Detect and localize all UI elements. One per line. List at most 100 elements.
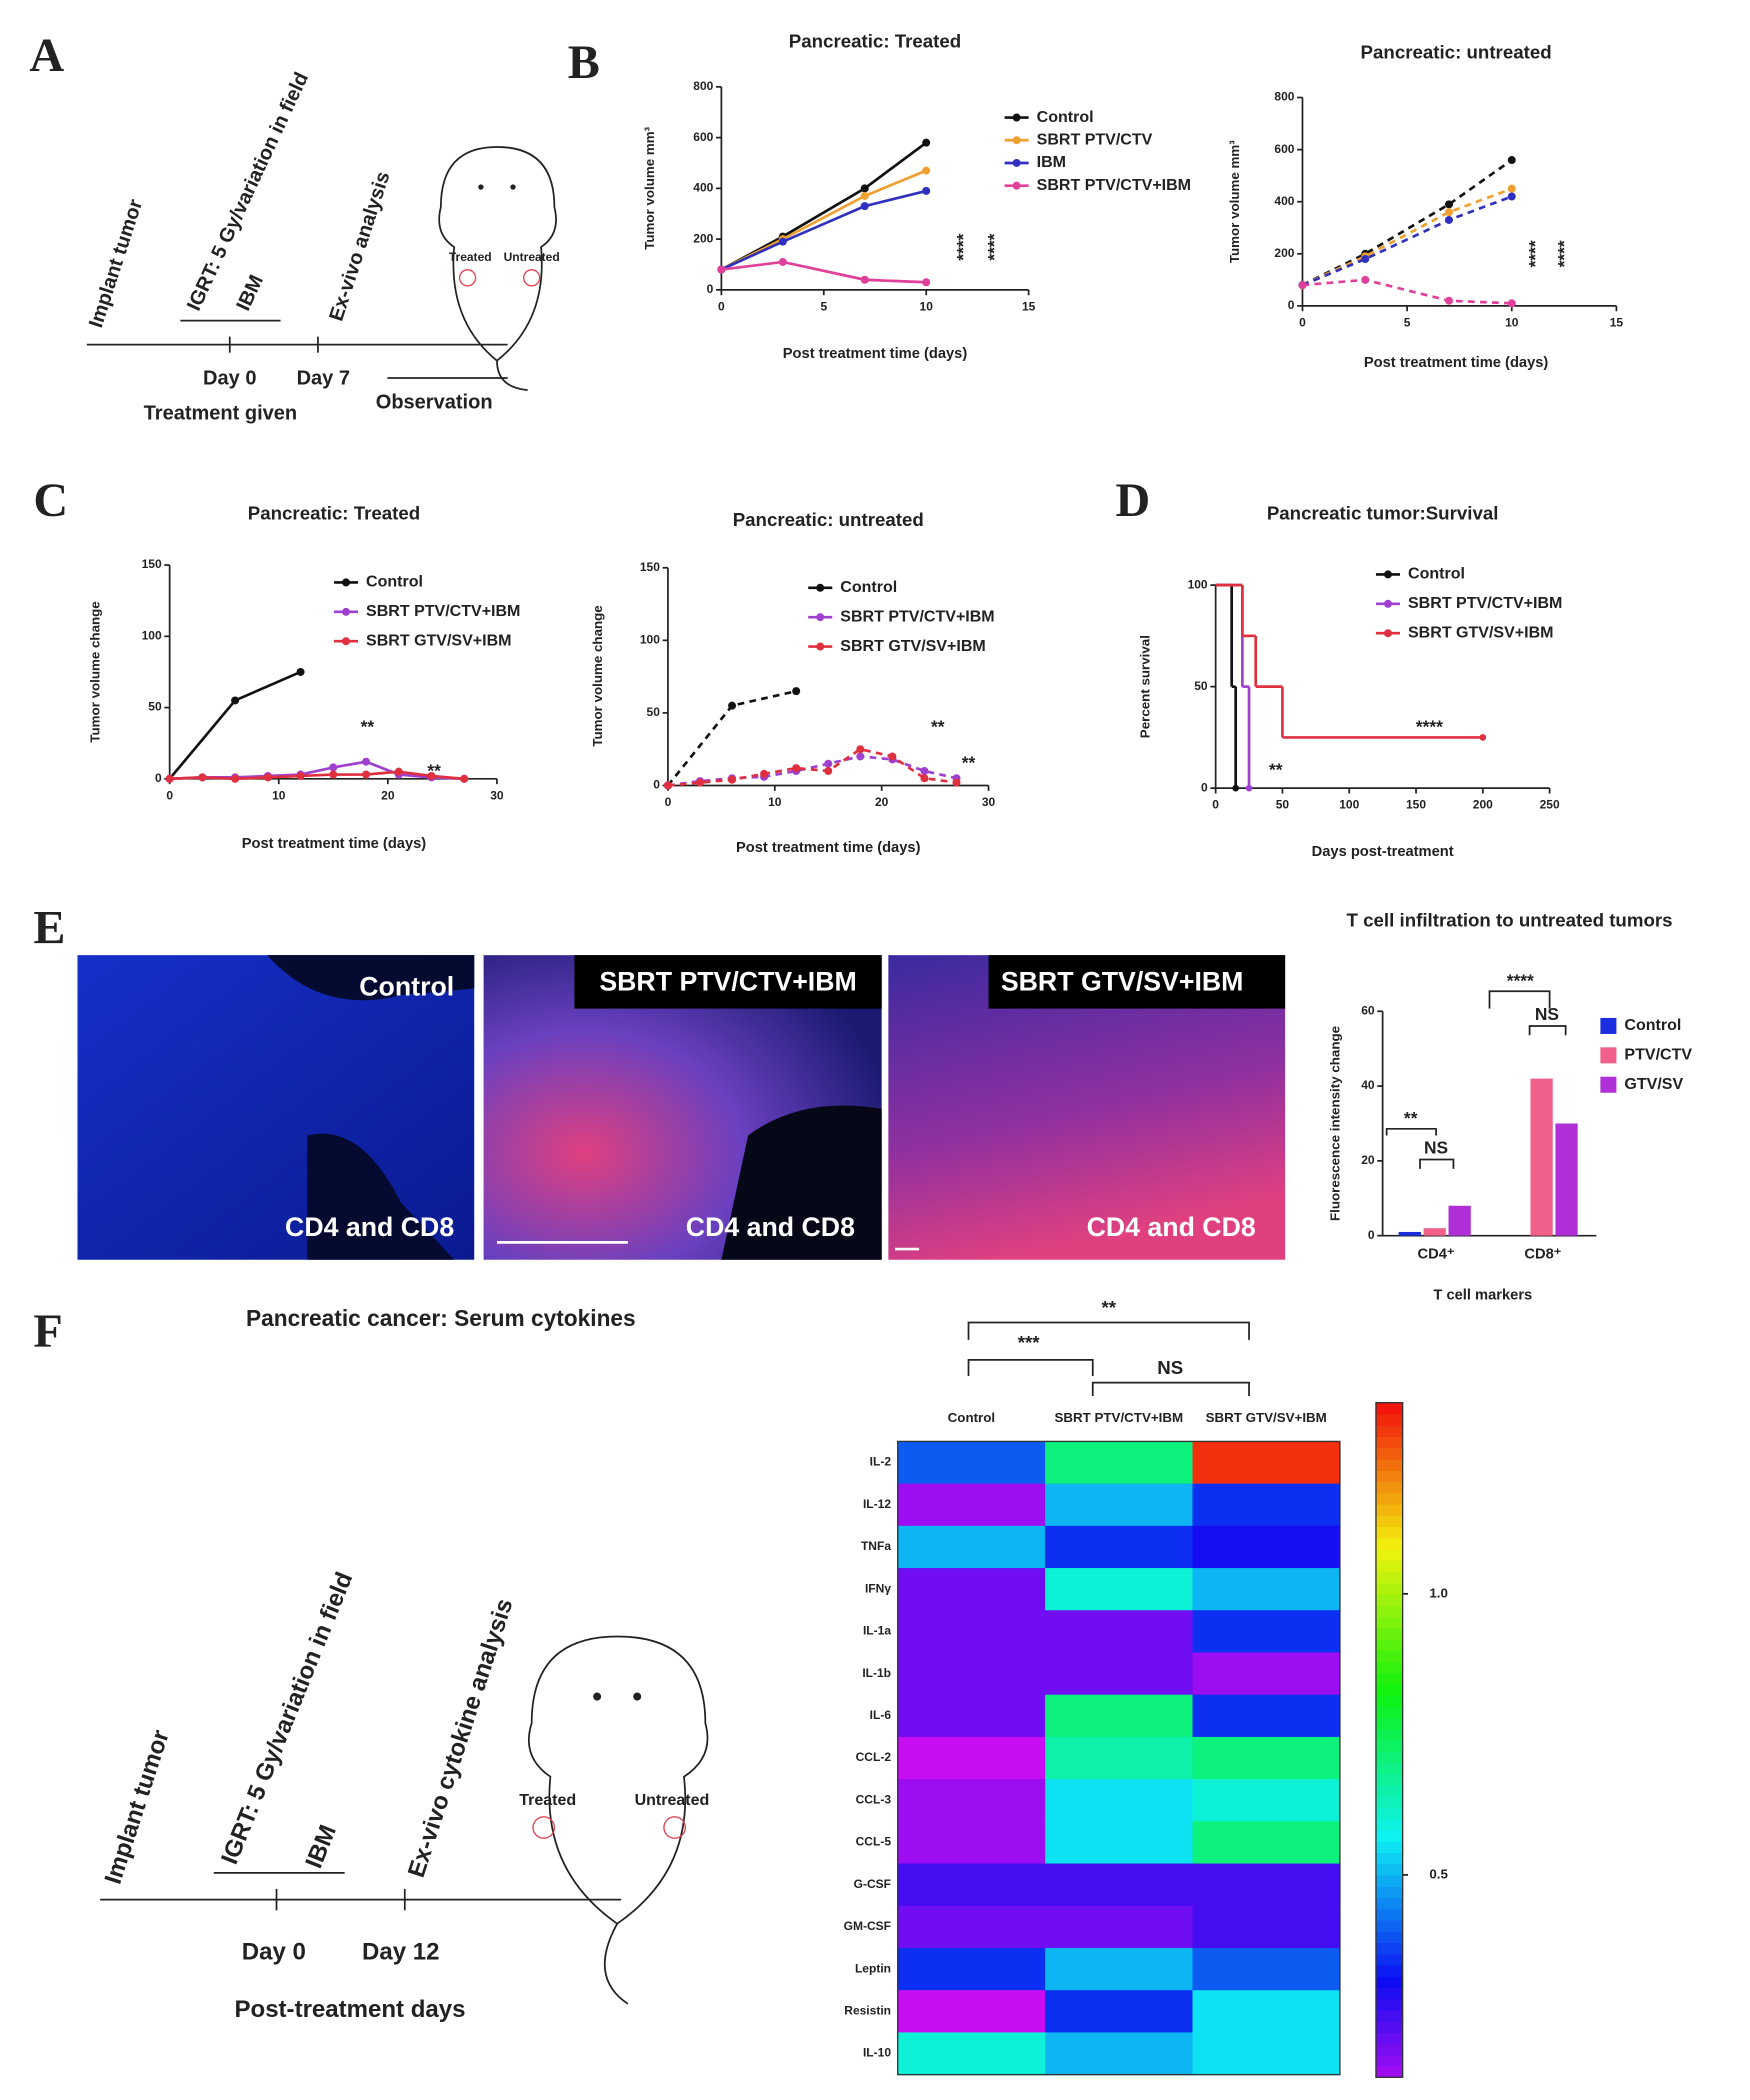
legend-label: SBRT GTV/SV+IBM [840,637,986,655]
row-label: IL-12 [863,1497,891,1511]
x-tick-label: 10 [768,795,782,809]
significance: **** [1507,970,1534,990]
legend-marker [816,613,825,622]
colorbar-step [1375,2031,1403,2045]
row-label: CCL-2 [856,1750,892,1764]
colorbar-step [1375,1773,1403,1786]
marker [231,696,240,705]
heatmap-cell [897,1568,1046,1611]
significance: **** [1554,240,1574,267]
legend-marker [816,642,825,651]
colorbar-step [1375,1446,1403,1460]
heatmap-cell [1192,1947,1341,1991]
x-tick-label: CD8⁺ [1524,1246,1561,1262]
y-tick-label: 150 [640,560,660,574]
heatmap-cell [1045,1441,1194,1485]
event-label: IGRT: 5 Gy/variation in field [216,1568,358,1868]
marker [860,202,869,211]
marker [717,265,726,274]
colorbar-step [1375,1997,1403,2011]
panel-label: F [33,1305,62,1358]
micrograph [77,955,475,1260]
marker [920,766,929,775]
heatmap-cell [1192,1863,1341,1907]
x-tick-label: 0 [166,788,173,802]
tumor-label: Treated [449,250,492,264]
heatmap-cell [1045,1568,1194,1611]
row-label: Resistin [844,2003,891,2017]
marker [922,166,931,175]
colorbar-step [1375,1548,1403,1561]
image-stain: CD4 and CD8 [1087,1212,1256,1242]
marker [824,759,833,768]
tumor-label: Untreated [504,250,560,264]
row-label: IL-6 [870,1708,892,1722]
label-box [574,955,882,1009]
colorbar-step [1375,1525,1403,1539]
mouse [528,1635,709,1925]
heatmap-cell [1192,1610,1341,1654]
legend-marker [1012,158,1021,167]
heatmap-cell [1192,1441,1341,1485]
day-label: Day 12 [362,1938,440,1965]
marker [860,275,869,284]
marker [427,771,436,780]
y-tick-label: 100 [640,633,660,647]
y-tick-label: 800 [1274,90,1294,104]
x-tick-label: CD4⁺ [1417,1246,1454,1262]
x-tick-label: 30 [490,788,504,802]
colorbar-step [1375,1840,1403,1854]
heatmap-cell [1192,1568,1341,1611]
heatmap-cell [897,1483,1046,1527]
marker [1298,281,1307,290]
marker [460,774,469,783]
colorbar-step [1375,1862,1403,1876]
legend-label: SBRT PTV/CTV+IBM [1037,176,1191,194]
marker [394,767,403,776]
y-tick-label: 0 [1368,1228,1375,1242]
significance: *** [1018,1332,1041,1353]
colorbar-step [1375,1660,1403,1674]
colorbar-step [1375,1536,1403,1550]
heatmap-cell [897,1863,1046,1907]
panel-label: A [29,29,64,82]
timeline-a: Implant tumor IGRT: 5 Gy/variation in fi… [85,69,560,424]
series-line [1301,158,1513,287]
y-tick-label: 400 [1274,194,1294,208]
y-axis-label: Tumor volume mm³ [1227,140,1242,263]
legend-marker [1012,136,1021,145]
x-tick-label: 150 [1406,798,1426,812]
legend-label: IBM [1037,153,1066,171]
heatmap-cell [1045,1779,1194,1823]
marker [920,774,929,783]
legend-label: Control [1037,108,1094,126]
survival-end [1479,734,1487,741]
image-stain: CD4 and CD8 [686,1212,855,1242]
heatmap-cell [1192,1736,1341,1780]
y-tick-label: 40 [1361,1078,1375,1092]
event-label: Implant tumor [100,1727,175,1888]
event-label: Ex-vivo cytokine analysis [403,1595,519,1880]
colorbar-step [1375,1739,1403,1752]
legend-label: Control [1624,1016,1681,1034]
y-tick-label: 0 [1201,780,1208,794]
chart-title: Pancreatic: Treated [248,502,420,523]
bar [1530,1078,1553,1236]
series-line [667,747,957,787]
x-tick-label: 20 [381,788,395,802]
label-box [988,955,1286,1009]
significance: **** [1525,240,1545,267]
heatmap-cell [897,1779,1046,1823]
colorbar-step [1375,1941,1403,1955]
colorbar-step [1375,1638,1403,1651]
mouse-eye [593,1692,602,1701]
timeline-f: Implant tumor IGRT: 5 Gy/variation in fi… [100,1568,710,2022]
colorbar-step [1375,1581,1403,1595]
colorbar-step [1375,1694,1403,1707]
heatmap-cell [897,2032,1046,2076]
colorbar-step [1375,1716,1403,1730]
y-axis-label: Tumor volume change [590,605,605,746]
marker [296,667,305,676]
x-tick-label: 50 [1276,798,1290,812]
colorbar-step [1375,1761,1403,1775]
